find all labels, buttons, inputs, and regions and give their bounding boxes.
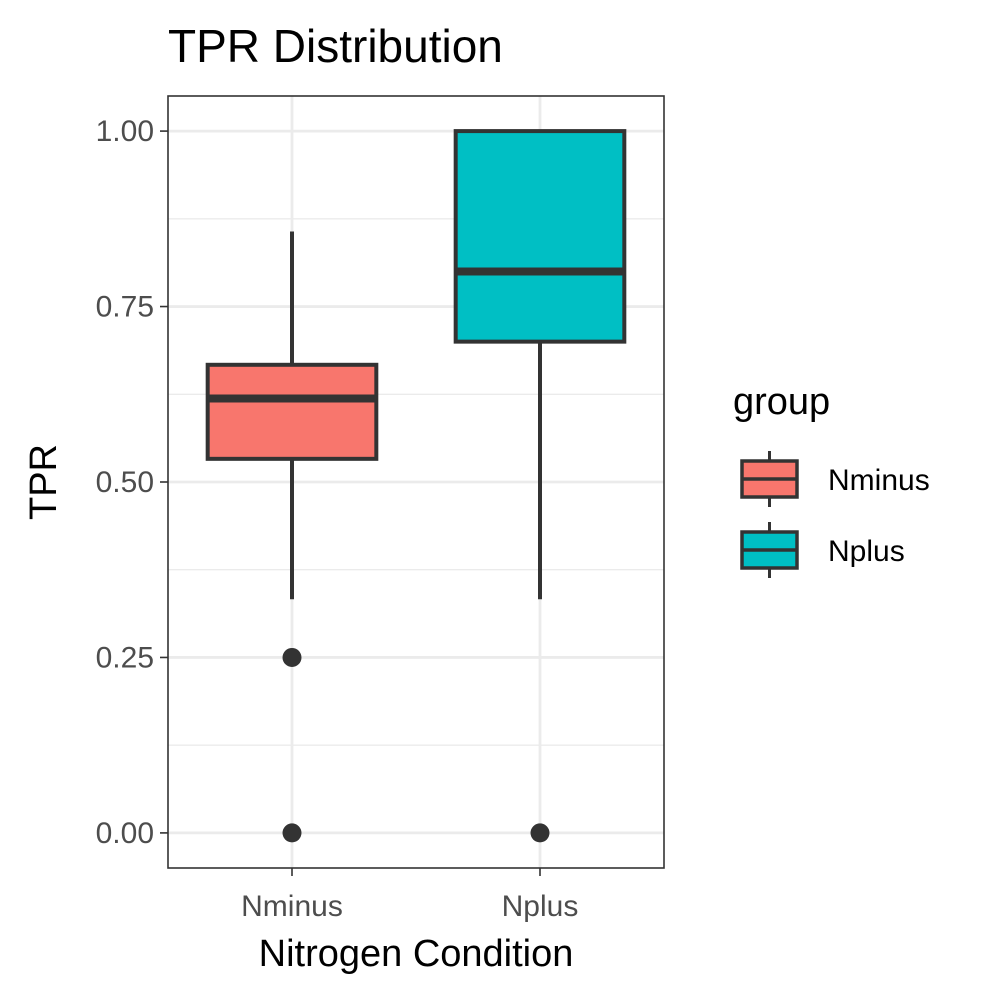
y-tick-label: 1.00 xyxy=(96,115,154,148)
legend-title: group xyxy=(733,381,830,423)
y-tick-label: 0.75 xyxy=(96,291,154,324)
outlier-point xyxy=(282,647,302,667)
legend-label: Nminus xyxy=(828,464,930,497)
outlier-point xyxy=(282,823,302,843)
y-tick-label: 0.50 xyxy=(96,466,154,499)
y-axis-title: TPR xyxy=(23,444,65,520)
legend-label: Nplus xyxy=(828,535,905,568)
x-tick-label: Nplus xyxy=(502,890,579,923)
x-axis-title: Nitrogen Condition xyxy=(259,933,574,975)
box-nplus xyxy=(453,129,627,843)
chart-title: TPR Distribution xyxy=(168,20,503,72)
y-tick-label: 0.25 xyxy=(96,641,154,674)
x-axis-ticks: Nminus Nplus xyxy=(241,868,578,923)
box-nminus xyxy=(205,231,379,843)
box-layer xyxy=(205,129,627,843)
y-tick-label: 0.00 xyxy=(96,817,154,850)
legend: group Nminus Nplus xyxy=(733,381,930,578)
legend-key-nminus: Nminus xyxy=(740,451,930,507)
x-tick-label: Nminus xyxy=(241,890,343,923)
outlier-point xyxy=(530,823,550,843)
box-body xyxy=(205,362,379,461)
box-body xyxy=(453,129,627,344)
legend-key-nplus: Nplus xyxy=(740,522,905,578)
y-axis-ticks: 0.00 0.25 0.50 0.75 1.00 xyxy=(96,115,168,850)
